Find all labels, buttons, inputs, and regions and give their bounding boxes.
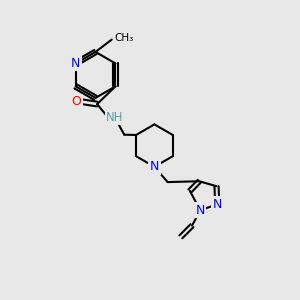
Text: CH₃: CH₃ bbox=[114, 33, 133, 43]
Text: NH: NH bbox=[106, 110, 124, 124]
Text: N: N bbox=[71, 57, 80, 70]
Text: N: N bbox=[212, 198, 222, 211]
Text: N: N bbox=[196, 204, 205, 217]
Text: N: N bbox=[150, 160, 159, 173]
Text: O: O bbox=[72, 95, 82, 108]
